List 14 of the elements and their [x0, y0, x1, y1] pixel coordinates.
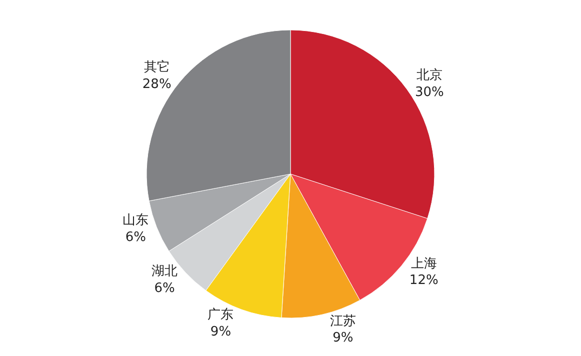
slice-label: 北京 [416, 68, 442, 83]
data-label: 9% [332, 330, 354, 346]
data-label: 28% [142, 76, 172, 92]
slice-label: 广东 [208, 308, 234, 323]
data-label: 12% [409, 273, 438, 288]
data-label: 6% [154, 281, 175, 296]
data-label: 30% [414, 84, 444, 100]
slice-label: 湖北 [152, 264, 178, 280]
data-label: 6% [125, 230, 146, 246]
slice-label: 山东 [122, 213, 149, 228]
slice-label: 江苏 [330, 314, 356, 329]
slice-label: 上海 [410, 256, 437, 272]
slice-label: 其它 [144, 59, 170, 76]
data-label: 9% [210, 324, 232, 340]
